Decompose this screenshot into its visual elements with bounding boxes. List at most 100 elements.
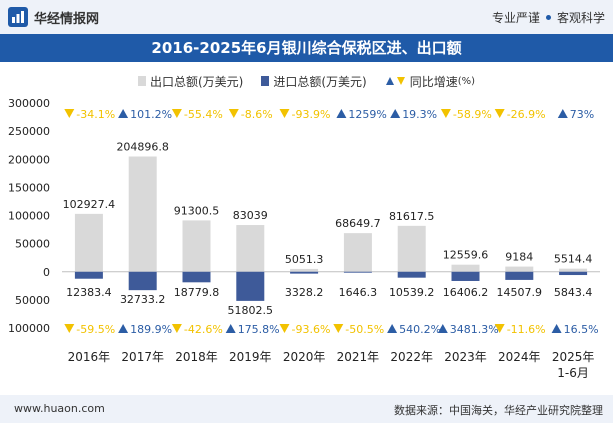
chart-canvas: 300000 250000 200000 150000 100000 50000 0 5000… [8,97,600,380]
legend-export: 出口总额(万美元) [137,73,243,90]
export-bar [290,268,319,272]
export-bar [343,233,372,272]
export-growth-down-arrow [171,109,182,118]
x-category-label: 2025年 [552,350,595,364]
legend-import: 进口总额(万美元) [261,73,367,90]
import-growth-label: 189.9% [130,323,172,336]
export-value-label: 5051.3 [285,253,324,266]
y-tick-label: 0 [43,266,50,279]
x-category-label: 2022年 [390,350,433,364]
y-tick-label: 150000 [8,181,50,194]
export-growth-down-arrow [440,109,451,118]
export-growth-label: 73% [570,108,594,121]
import-value-label: 51802.5 [228,304,274,317]
x-category-label: 2018年 [175,350,218,364]
import-value-label: 14507.9 [497,286,543,299]
tagline-dot-icon [545,15,551,20]
export-growth-label: -34.1% [76,108,115,121]
export-growth-label: 101.2% [130,108,172,121]
import-growth-label: 175.8% [238,323,280,336]
import-bar [236,271,265,301]
import-growth-down-arrow [333,324,344,333]
export-bar [236,225,265,272]
x-category-sublabel: 1-6月 [557,366,589,380]
y-tick-label: 200000 [8,153,50,166]
footer-url[interactable]: www.huaon.com [14,402,105,415]
legend-import-label: 进口总额(万美元) [273,74,367,89]
import-growth-label: -42.6% [184,323,223,336]
export-value-label: 81617.5 [389,210,435,223]
export-value-label: 9184 [505,251,533,264]
import-bar [559,271,588,276]
export-growth-down-arrow [64,109,75,118]
footer: www.huaon.com 数据来源：中国海关，华经产业研究院整理 [0,395,613,423]
import-growth-down-arrow [279,324,290,333]
export-value-label: 68649.7 [335,217,381,230]
export-growth-down-arrow [279,109,290,118]
import-growth-label: -50.5% [345,323,384,336]
import-bar [182,271,211,283]
import-growth-label: 3481.3% [450,323,499,336]
y-tick-label: 100000 [8,322,50,335]
x-category-label: 2020年 [283,350,326,364]
export-growth-label: -55.4% [184,108,223,121]
export-growth-down-arrow [228,109,239,118]
import-bar [505,271,534,280]
export-growth-label: -8.6% [241,108,273,121]
export-bar [74,213,103,272]
import-value-label: 10539.2 [389,286,435,299]
export-growth-up-arrow [557,109,568,118]
import-value-label: 12383.4 [66,286,112,299]
legend-growth: 同比增速 (%) [385,73,475,90]
tagline: 专业严谨 客观科学 [492,9,605,26]
x-category-label: 2017年 [121,350,164,364]
import-bar [397,271,426,278]
import-growth-up-arrow [387,324,398,333]
brand-logo-icon [8,7,28,27]
import-growth-up-arrow [118,324,129,333]
export-growth-label: 1259% [348,108,386,121]
export-value-label: 204896.8 [116,140,169,153]
import-growth-down-arrow [64,324,75,333]
import-value-label: 18779.8 [174,286,220,299]
export-value-label: 5514.4 [554,253,593,266]
import-growth-label: 540.2% [399,323,441,336]
export-bar [505,266,534,272]
tagline-right: 客观科学 [556,11,605,25]
import-bar [290,271,319,274]
import-bar [343,271,372,273]
export-bar [128,156,157,272]
x-category-label: 2023年 [444,350,487,364]
export-value-label: 102927.4 [63,198,116,211]
export-growth-label: -58.9% [453,108,492,121]
y-tick-label: 300000 [8,97,50,110]
legend-growth-unit: (%) [457,75,476,87]
export-bar [182,220,211,272]
tagline-left: 专业严谨 [491,11,540,25]
legend-growth-arrows-icon [385,77,405,85]
import-bar [451,271,480,281]
import-growth-down-arrow [494,324,505,333]
legend-import-swatch [261,76,270,86]
x-category-label: 2019年 [229,350,272,364]
chart-title: 2016-2025年6月银川综合保税区进、出口额 [0,34,613,62]
footer-source: 数据来源：中国海关，华经产业研究院整理 [394,404,603,417]
import-bar [74,271,103,279]
brand-logo[interactable]: 华经情报网 [8,7,99,27]
import-value-label: 3328.2 [285,286,324,299]
export-growth-down-arrow [494,109,505,118]
top-bar: 华经情报网 专业严谨 客观科学 [0,0,613,34]
import-value-label: 16406.2 [443,286,489,299]
legend-growth-label: 同比增速 [409,74,458,89]
export-bar [559,268,588,272]
import-growth-label: -93.6% [292,323,331,336]
export-growth-up-arrow [118,109,129,118]
export-growth-label: -93.9% [292,108,331,121]
export-bar [451,264,480,272]
brand-name: 华经情报网 [34,11,100,27]
import-value-label: 1646.3 [339,286,378,299]
import-growth-down-arrow [171,324,182,333]
y-tick-label: 50000 [15,294,50,307]
import-value-label: 32733.2 [120,293,166,306]
export-value-label: 12559.6 [443,249,489,262]
